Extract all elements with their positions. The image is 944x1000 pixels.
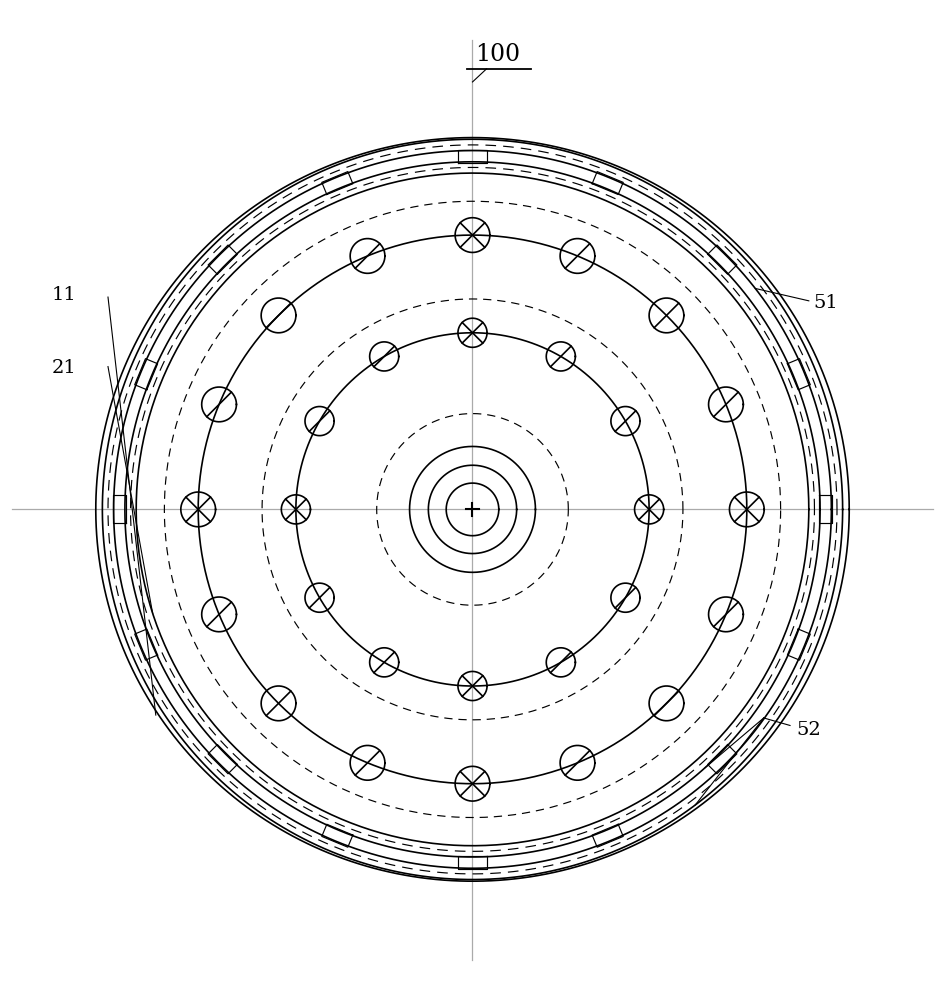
- Text: 100: 100: [475, 43, 520, 66]
- Text: 21: 21: [52, 359, 76, 377]
- Text: 51: 51: [813, 294, 837, 312]
- Text: 11: 11: [52, 286, 76, 304]
- Text: 52: 52: [796, 721, 820, 739]
